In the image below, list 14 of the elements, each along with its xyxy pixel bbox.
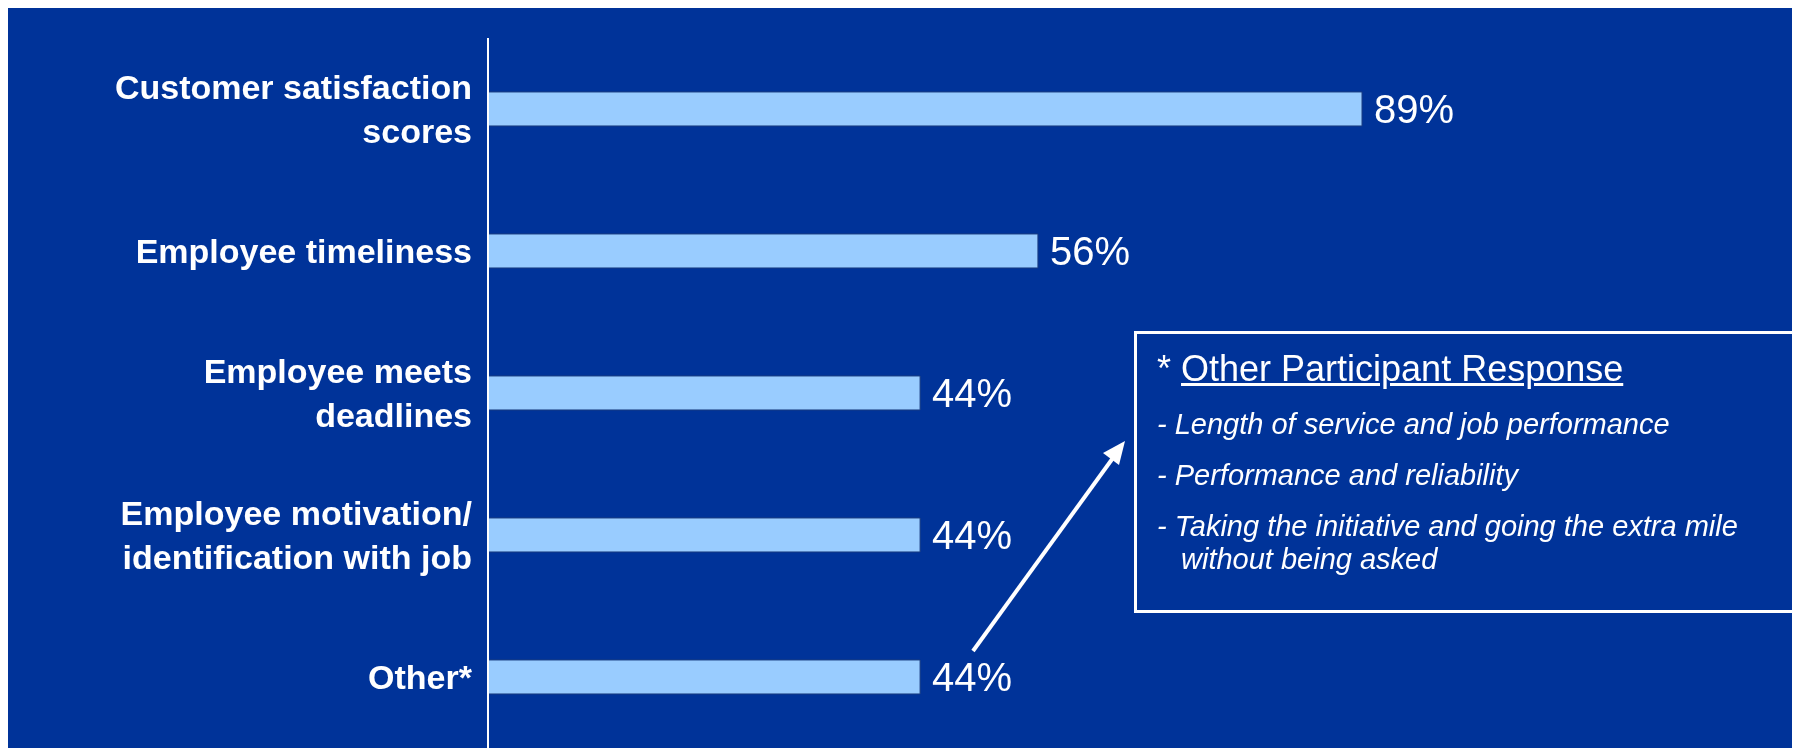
- y-tick-label: Customer satisfaction scores: [114, 68, 472, 150]
- data-label: 44%: [932, 655, 1013, 700]
- annotation: - Taking the initiative and going the extra mile without being asked: [1157, 510, 1739, 576]
- y-tick-label: Employee meets deadlines: [203, 352, 472, 434]
- data-label: 56%: [1049, 229, 1130, 274]
- data-label: 44%: [932, 513, 1013, 558]
- y-tick-label: Employee motivation/identification with job: [120, 494, 473, 576]
- y-tick-label: Employee timeliness: [135, 232, 472, 270]
- annotation: - Performance and reliability: [1157, 459, 1521, 492]
- data-label: 44%: [932, 371, 1013, 416]
- y-tick-label: Other*: [368, 658, 473, 696]
- annotation: * Other Participant Response: [1157, 348, 1624, 389]
- data-label: 89%: [1374, 87, 1455, 132]
- annotation: - Length of service and job performance: [1157, 408, 1671, 441]
